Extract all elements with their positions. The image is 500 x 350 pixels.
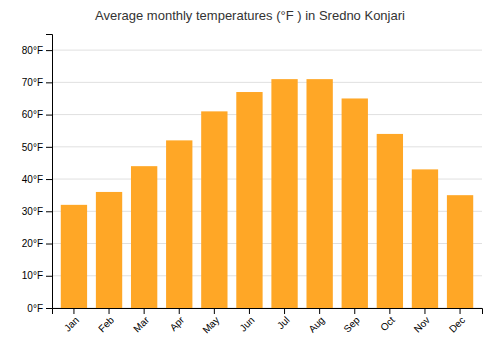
bar [377,134,403,308]
x-tick-label: Sep [341,314,362,335]
y-tick-mark [46,308,52,309]
y-tick-mark [46,211,52,212]
x-tick: Jul [275,308,292,331]
x-tick-label: Oct [378,314,397,333]
y-tick-label: 60°F [22,109,43,120]
bar [342,98,368,308]
grid-line [52,146,482,147]
y-tick-label: 0°F [27,303,43,314]
x-tick: Feb [96,308,116,334]
grid [52,50,482,308]
y-tick-label: 10°F [22,270,43,281]
bar [201,111,227,308]
bar [61,205,87,308]
y-tick-mark [46,147,52,148]
y-tick-label: 30°F [22,206,43,217]
x-tick-mark [389,308,390,314]
y-tick-label: 80°F [22,45,43,56]
bar [166,140,192,308]
x-tick: Jun [237,308,256,334]
y-tick-label: 50°F [22,142,43,153]
y-tick: 20°F [22,238,52,249]
y-axis: 0°F 10°F 20°F 30°F 40°F 50°F 60°F 70°F 80°F [22,35,53,314]
grid-line [52,114,482,115]
x-tick-label: Aug [306,314,326,334]
bar [447,195,473,308]
x-tick-mark [179,308,180,314]
bar [131,166,157,308]
x-tick: May [200,308,221,336]
marks [61,79,473,308]
y-tick-label: 20°F [22,238,43,249]
bar [96,192,122,308]
x-tick: Apr [168,308,187,333]
y-tick-mark [46,244,52,245]
y-tick-label: 70°F [22,77,43,88]
x-tick-mark [319,308,320,314]
x-tick: Oct [378,308,397,333]
y-axis-line [46,35,53,309]
x-tick-mark [249,308,250,314]
y-tick-mark [46,115,52,116]
bar [306,79,332,308]
y-tick: 50°F [22,142,52,153]
title: Average monthly temperatures (°F ) in Sr… [95,8,405,23]
grid-line [52,50,482,51]
x-tick: Nov [412,308,432,335]
bar [236,92,262,308]
x-tick-label: Dec [447,314,467,334]
x-tick-label: Feb [96,314,116,334]
x-tick: Jan [62,308,81,334]
x-tick: Mar [131,308,151,334]
x-tick-mark [460,308,461,314]
x-tick-mark [109,308,110,314]
x-tick-mark [424,308,425,314]
y-tick-mark [46,276,52,277]
x-tick-mark [214,308,215,314]
chart: Average monthly temperatures (°F ) in Sr… [0,0,500,350]
x-tick-mark [354,308,355,314]
x-tick-label: Jan [62,314,81,333]
x-tick-label: Mar [131,314,151,334]
x-tick-mark [144,308,145,314]
y-tick-mark [46,179,52,180]
x-tick-label: Nov [412,314,432,334]
bar [271,79,297,308]
y-tick: 60°F [22,109,52,120]
y-tick-mark [46,50,52,51]
x-tick-label: May [200,314,221,335]
y-tick-label: 40°F [22,174,43,185]
y-tick: 40°F [22,174,52,185]
y-tick: 80°F [22,45,52,56]
x-tick-mark [73,308,74,314]
x-tick-label: Jul [275,314,292,331]
plot: 0°F 10°F 20°F 30°F 40°F 50°F 60°F 70°F 80°F Jan Fe… [22,35,483,336]
x-tick-mark [284,308,285,314]
x-tick: Dec [447,308,467,335]
x-tick: Sep [341,308,362,335]
grid-line [52,82,482,83]
x-tick-label: Apr [168,314,187,333]
y-tick: 70°F [22,77,52,88]
y-tick: 0°F [27,303,52,314]
x-axis: Jan Feb Mar Apr May Jun Jul Aug Sep Oct Nov Dec [53,308,483,336]
x-axis-line [53,309,483,315]
bar [412,169,438,308]
x-tick: Aug [306,308,326,335]
y-tick: 10°F [22,270,52,281]
x-tick-label: Jun [237,314,256,333]
y-tick: 30°F [22,206,52,217]
y-tick-mark [46,82,52,83]
